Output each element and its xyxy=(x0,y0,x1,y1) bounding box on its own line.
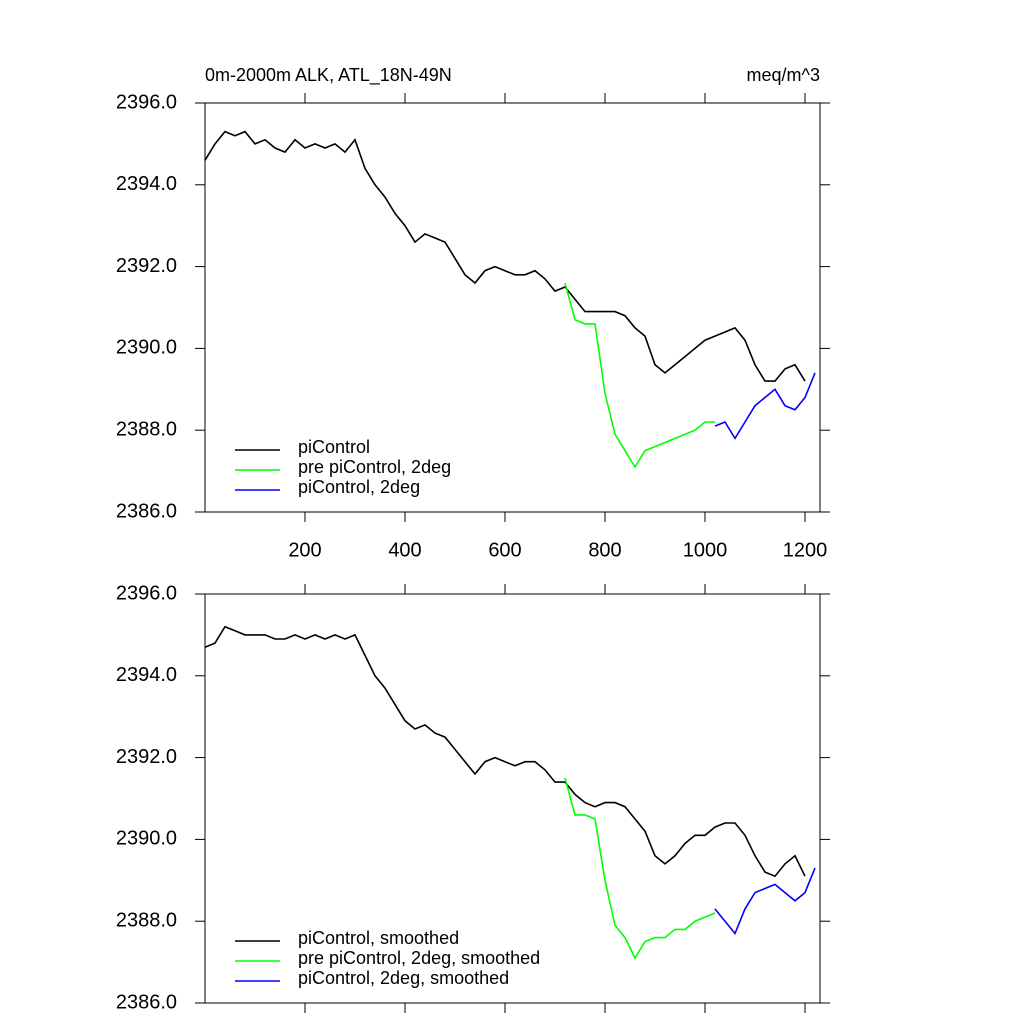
y-tick-label: 2396.0 xyxy=(116,91,177,113)
y-tick-label: 2390.0 xyxy=(116,337,177,359)
x-tick-label: 400 xyxy=(388,539,421,561)
legend-label: pre piControl, 2deg, smoothed xyxy=(298,948,540,968)
legend-label: piControl, smoothed xyxy=(298,928,459,948)
y-tick-label: 2396.0 xyxy=(116,582,177,604)
series-line xyxy=(564,777,716,960)
y-tick-label: 2388.0 xyxy=(116,909,177,931)
x-tick-label: 1200 xyxy=(783,539,828,561)
legend-label: piControl xyxy=(298,437,370,457)
plot-frame xyxy=(204,593,821,1004)
series-line xyxy=(714,867,816,936)
series-line xyxy=(714,372,816,440)
y-tick-label: 2386.0 xyxy=(116,991,177,1013)
y-tick-label: 2392.0 xyxy=(116,746,177,768)
x-tick-label: 200 xyxy=(288,539,321,561)
x-tick-label: 1000 xyxy=(683,539,728,561)
chart-title: 0m-2000m ALK, ATL_18N-49N xyxy=(205,65,452,86)
series-line xyxy=(564,282,715,469)
y-tick-label: 2390.0 xyxy=(116,828,177,850)
units-label: meq/m^3 xyxy=(747,65,820,85)
series-line xyxy=(204,130,806,382)
y-tick-label: 2392.0 xyxy=(116,255,177,277)
x-tick-label: 600 xyxy=(488,539,521,561)
plot-frame xyxy=(204,102,821,513)
y-tick-label: 2388.0 xyxy=(116,418,177,440)
y-tick-label: 2394.0 xyxy=(116,664,177,686)
y-tick-label: 2386.0 xyxy=(116,500,177,522)
y-tick-label: 2394.0 xyxy=(116,173,177,195)
legend-label: piControl, 2deg xyxy=(298,477,420,497)
legend-label: piControl, 2deg, smoothed xyxy=(298,968,509,988)
x-tick-label: 800 xyxy=(588,539,621,561)
legend-label: pre piControl, 2deg xyxy=(298,457,451,477)
series-line xyxy=(204,625,806,878)
